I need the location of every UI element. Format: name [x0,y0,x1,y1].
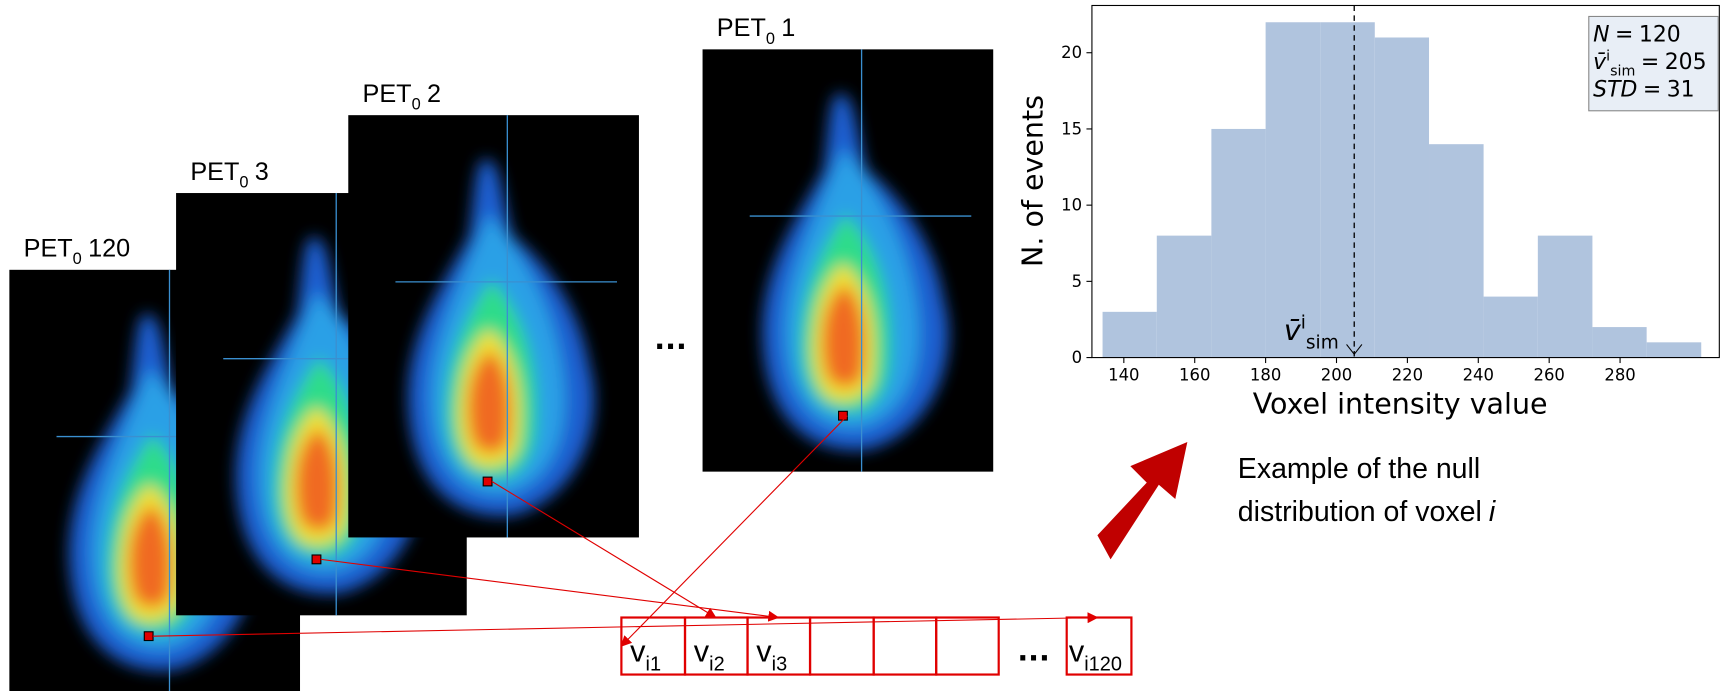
y-tick-label: 15 [1061,119,1082,138]
x-tick-label: 280 [1604,366,1635,385]
vector-cell [874,618,937,675]
pet-image [703,49,994,471]
stats-line-part: i [1606,48,1610,64]
y-axis-label: N. of events [1017,95,1050,267]
pet-label-part: 1 [781,14,795,42]
pet-label-part: 0 [412,96,421,114]
stats-line-part: = [1641,50,1659,75]
pet-label-part: 3 [255,158,269,186]
vector-cell [936,618,999,675]
bar [1484,297,1538,358]
x-tick-label: 220 [1392,366,1423,385]
figure: PET0120PET03PET02PET01... ...vi1vi2vi3vi… [0,0,1721,691]
x-tick-label: 260 [1533,366,1564,385]
pet-label-part: 120 [88,235,130,263]
pet-label-part: 0 [239,173,248,191]
page: PET0120PET03PET02PET01... ...vi1vi2vi3vi… [0,0,1721,691]
stats-line-part: = [1615,23,1633,48]
pet-scan [703,49,994,471]
big-arrow [1097,442,1187,559]
x-tick-label: 180 [1250,366,1281,385]
bar [1157,236,1212,358]
vector-entry: vi120 [1069,633,1122,675]
vector-entry-part: i120 [1084,654,1122,676]
ellipsis: ... [1017,634,1049,667]
bar [1538,236,1593,358]
vector-entry: vi2 [694,633,725,675]
vector-entry-part: i1 [646,654,662,676]
pet-label-part: PET [363,80,412,108]
ellipsis: ... [654,323,686,356]
vector-entry-part: v [756,633,772,668]
bar [1647,342,1702,357]
stats-line-part: STD [1593,78,1637,103]
stats-line-part: N [1593,23,1609,48]
vector-entry-part: i3 [772,654,788,676]
pet-label-part: 0 [766,30,775,48]
bar [1266,22,1321,357]
bar [1320,22,1375,357]
x-tick-label: 200 [1321,366,1352,385]
vector-entry-part: i2 [709,654,725,676]
voxel-marker [144,632,153,641]
bar [1592,327,1646,357]
stats-line-part: = [1643,78,1661,103]
caption-line: Example of the null [1238,453,1480,485]
mean-annotation-part: i [1301,313,1306,334]
pet-label: PET0 120 [24,235,131,269]
vector-entry-part: v [630,633,646,668]
x-tick-label: 140 [1108,366,1139,385]
pet-scan [348,115,639,537]
x-tick-label: 160 [1179,366,1210,385]
stats-line-part: 205 [1665,50,1707,75]
vector-entry-part: v [694,633,710,668]
mean-annotation-part: v̄ [1284,314,1302,347]
bar [1429,144,1484,357]
bar [1375,37,1429,357]
voxel-marker [839,411,848,420]
vector-cell [810,618,874,675]
pet-label-part: PET [24,235,73,263]
pet-image [348,115,639,537]
mean-annotation-part: sim [1306,333,1339,354]
vector-entry-part: v [1069,633,1085,668]
pet-label-part: 2 [427,80,441,108]
y-tick-label: 5 [1072,272,1082,291]
pet-label-part: PET [190,158,239,186]
y-tick-label: 10 [1061,196,1082,215]
stats-line-part: 31 [1667,78,1695,103]
bar [1103,312,1157,358]
caption-line-part: i [1489,496,1496,528]
y-tick-label: 20 [1061,43,1082,62]
histogram: 140 160 180 200 220 240 260 280 0 5 10 15 20 Voxel in… [1017,5,1720,420]
x-tick-label: 240 [1463,366,1494,385]
vector-entry: vi3 [756,633,787,675]
pet-label-part: 0 [73,250,82,268]
pet-label-part: PET [717,14,766,42]
y-tick-label: 0 [1072,348,1082,367]
voxel-marker [483,477,492,486]
stats-line: STD=31 [1593,78,1694,103]
stats-line-part: 120 [1639,23,1681,48]
caption-line-part: distribution of voxel [1238,496,1482,528]
bar [1211,129,1265,358]
stats-line-part: v̄ [1593,50,1607,75]
voxel-marker [312,555,321,564]
vector-entry: vi1 [630,633,661,675]
x-axis-label: Voxel intensity value [1253,388,1548,421]
